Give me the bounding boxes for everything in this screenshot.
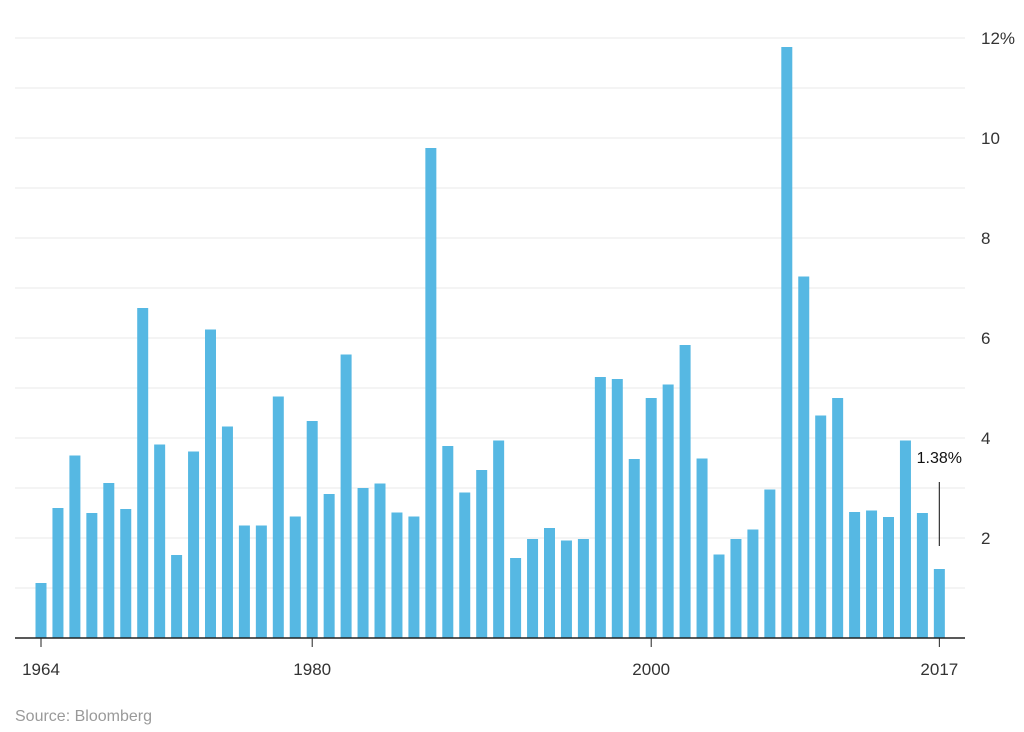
- bar-1971: [154, 444, 166, 638]
- bar-1994: [544, 528, 555, 638]
- bar-2010: [815, 415, 827, 638]
- bar-1998: [611, 379, 623, 638]
- y-tick-label: 8: [981, 229, 990, 248]
- y-tick-label: 2: [981, 529, 990, 548]
- bar-1969: [120, 509, 132, 638]
- bar-1967: [86, 513, 98, 638]
- bar-1968: [103, 483, 115, 638]
- bar-1964: [35, 583, 47, 638]
- y-tick-label: 6: [981, 329, 990, 348]
- x-tick-label: 2000: [632, 660, 670, 679]
- bar-2000: [645, 398, 657, 638]
- bar-1980: [306, 421, 318, 638]
- y-tick-label: 10: [981, 129, 1000, 148]
- y-axis-labels: 2 4 6 8 10 12%: [981, 29, 1015, 548]
- bar-1979: [289, 516, 301, 638]
- bar-1989: [459, 492, 471, 638]
- last-value-annotation: 1.38%: [917, 450, 962, 546]
- bar-1999: [628, 459, 640, 638]
- bar-2006: [747, 529, 759, 638]
- bar-1965: [52, 508, 64, 638]
- bar-1997: [594, 377, 606, 638]
- y-tick-label: 4: [981, 429, 990, 448]
- bar-1981: [323, 494, 335, 638]
- bar-2011: [832, 398, 844, 638]
- bar-2001: [662, 384, 674, 638]
- x-tick-label: 1980: [293, 660, 331, 679]
- bar-1990: [476, 470, 488, 638]
- annotation-label: 1.38%: [917, 450, 962, 467]
- bar-1991: [493, 440, 505, 638]
- bar-1978: [272, 396, 284, 638]
- bar-1995: [560, 540, 572, 638]
- x-axis-labels: 1964 1980 2000 2017: [22, 638, 958, 679]
- bar-2005: [730, 539, 742, 638]
- bar-1996: [577, 539, 589, 638]
- bar-2012: [849, 512, 861, 638]
- bar-1982: [340, 354, 352, 638]
- bar-2017: [933, 569, 945, 638]
- bar-2015: [899, 440, 911, 638]
- bar-1988: [442, 446, 454, 638]
- bar-2002: [679, 345, 691, 638]
- bar-1984: [374, 483, 386, 638]
- source-note: Source: Bloomberg: [15, 708, 152, 725]
- bar-2009: [798, 276, 810, 638]
- bar-2008: [781, 47, 793, 638]
- bar-1986: [408, 516, 420, 638]
- bar-1973: [188, 451, 200, 638]
- y-tick-label: 12%: [981, 29, 1015, 48]
- bar-1972: [171, 555, 183, 638]
- bar-1966: [69, 455, 81, 638]
- bar-1983: [357, 488, 369, 638]
- bars: [35, 47, 945, 638]
- bar-1974: [205, 329, 216, 638]
- bar-1987: [425, 148, 437, 638]
- bar-1975: [221, 426, 233, 638]
- bar-1992: [510, 558, 522, 638]
- bar-1993: [527, 539, 539, 638]
- bar-2004: [713, 554, 725, 638]
- bar-2007: [764, 489, 776, 638]
- bar-2003: [696, 458, 708, 638]
- bar-2013: [866, 510, 878, 638]
- x-tick-label: 2017: [920, 660, 958, 679]
- bar-1985: [391, 512, 403, 638]
- bar-1976: [238, 525, 250, 638]
- bar-1970: [137, 308, 149, 638]
- gridlines: [15, 37, 965, 589]
- x-tick-label: 1964: [22, 660, 60, 679]
- bar-2016: [916, 513, 928, 638]
- bar-1977: [255, 525, 267, 638]
- bar-2014: [883, 517, 894, 638]
